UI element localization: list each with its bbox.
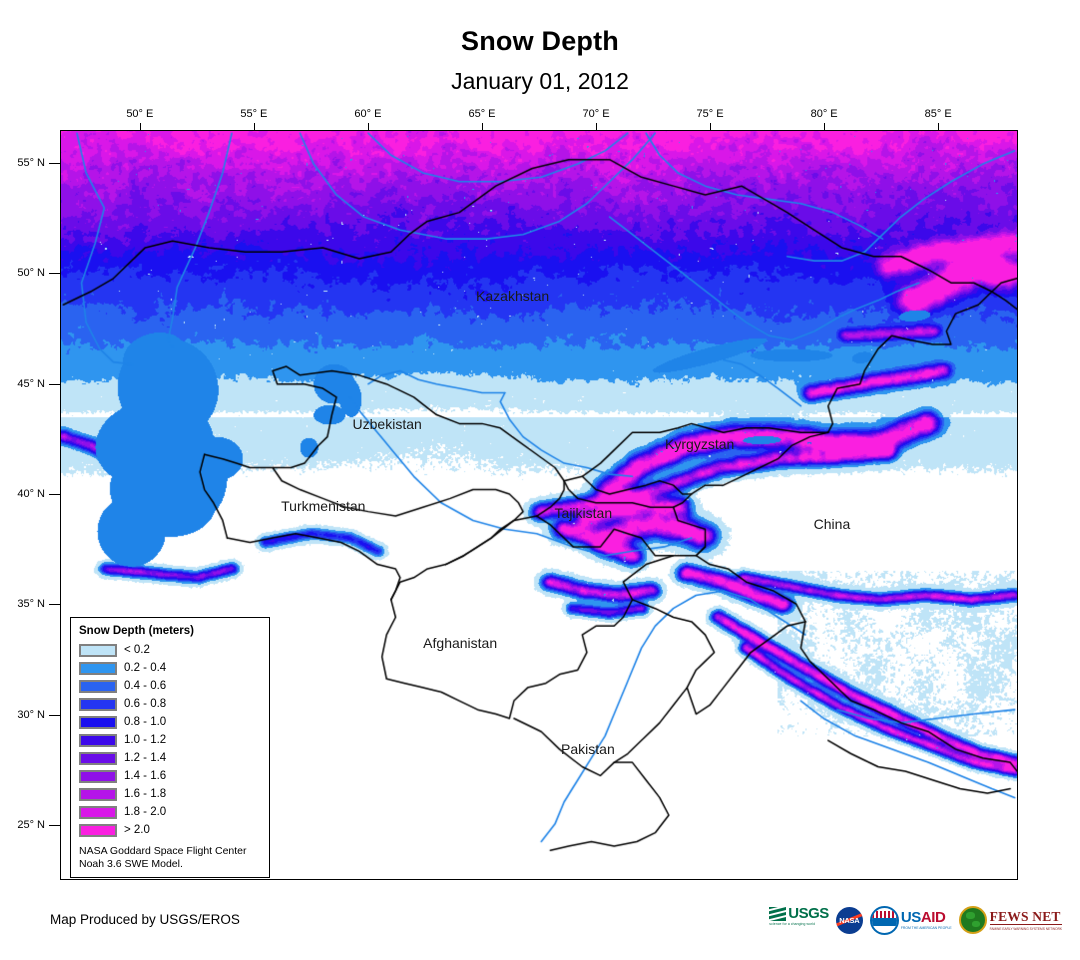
usaid-seal-icon (869, 905, 899, 935)
lat-tick-label: 50° N (17, 267, 45, 280)
legend-row: 0.2 - 0.4 (79, 659, 261, 677)
lon-tick-mark (139, 123, 141, 131)
lon-tick-label: 50° E (126, 108, 154, 120)
legend-row: 0.4 - 0.6 (79, 677, 261, 695)
legend-label: < 0.2 (124, 644, 150, 656)
globe-icon (958, 906, 987, 934)
lon-tick-mark (596, 123, 598, 131)
lon-tick-label: 80° E (810, 108, 838, 120)
usgs-logo-tagline: science for a changing world (769, 922, 816, 926)
legend-label: 0.8 - 1.0 (124, 716, 167, 728)
legend-credit-line-2: Noah 3.6 SWE Model. (79, 858, 183, 871)
legend-label: 0.2 - 0.4 (124, 662, 167, 674)
legend-row: 1.6 - 1.8 (79, 785, 261, 803)
legend-swatch (79, 805, 117, 819)
usgs-logo-main: USGS (769, 906, 829, 921)
lat-tick-label: 45° N (17, 377, 45, 390)
lon-tick-mark (367, 123, 369, 131)
footer-credit: Map Produced by USGS/EROS (50, 912, 240, 927)
fews-net-logo: FEWS NET FAMINE EARLY WARNING SYSTEMS NE… (958, 906, 1062, 934)
map-plot-area[interactable]: Kazakhstan Uzbekistan Turkmenistan Tajikist… (60, 130, 1018, 880)
lat-tick-mark (49, 493, 60, 495)
lat-tick-label: 40° N (17, 487, 45, 500)
usaid-logo-text-aid: AID (920, 909, 946, 926)
legend-credit: NASA Goddard Space Flight Center Noah 3.… (79, 845, 261, 871)
legend-row: 1.2 - 1.4 (79, 749, 261, 767)
map-date-subtitle: January 01, 2012 (451, 68, 629, 94)
legend-label: 1.4 - 1.6 (124, 770, 167, 782)
fews-net-logo-text: FEWS NET (989, 908, 1062, 925)
nasa-logo-wrap: NASA (835, 906, 863, 934)
lon-tick-label: 75° E (696, 108, 724, 120)
lat-tick-mark (49, 824, 60, 826)
usgs-wave-icon (769, 906, 787, 921)
lat-tick-mark (49, 604, 60, 606)
legend-label: 1.2 - 1.4 (124, 752, 167, 764)
lat-tick-mark (49, 163, 60, 165)
lat-tick-label: 35° N (17, 598, 45, 611)
legend-row: > 2.0 (79, 821, 261, 839)
lon-tick-mark (824, 123, 826, 131)
lon-tick-label: 65° E (468, 108, 496, 120)
legend-row: 0.6 - 0.8 (79, 695, 261, 713)
nasa-logo-text: NASA (839, 915, 860, 925)
legend-row: 1.0 - 1.2 (79, 731, 261, 749)
legend-label: 1.8 - 2.0 (124, 806, 167, 818)
usaid-logo: USAID FROM THE AMERICAN PEOPLE (869, 905, 952, 935)
usgs-logo: USGS science for a changing world (769, 906, 829, 934)
lat-tick-mark (49, 383, 60, 385)
legend-class-list: < 0.2 0.2 - 0.4 0.4 - 0.6 0.6 - 0.8 0.8 - 1.… (79, 641, 261, 839)
legend-swatch (79, 751, 117, 765)
legend-row: 1.4 - 1.6 (79, 767, 261, 785)
lat-tick-mark (49, 714, 60, 716)
lon-tick-mark (938, 123, 940, 131)
legend-swatch (79, 643, 117, 657)
legend-swatch (79, 697, 117, 711)
usaid-logo-text-group: USAID FROM THE AMERICAN PEOPLE (901, 910, 952, 930)
legend-row: < 0.2 (79, 641, 261, 659)
lat-tick-label: 30° N (17, 708, 45, 721)
legend-row: 0.8 - 1.0 (79, 713, 261, 731)
legend-swatch (79, 769, 117, 783)
fews-net-logo-tagline: FAMINE EARLY WARNING SYSTEMS NETWORK (989, 926, 1062, 931)
legend-label: 0.6 - 0.8 (124, 698, 167, 710)
nasa-logo: NASA (835, 906, 863, 934)
usaid-logo-text-us: US (900, 909, 921, 926)
legend-label: > 2.0 (124, 824, 150, 836)
usaid-logo-tagline: FROM THE AMERICAN PEOPLE (900, 926, 952, 930)
page-title: Snow Depth (461, 26, 619, 56)
legend-swatch (79, 661, 117, 675)
lon-tick-mark (253, 123, 255, 131)
legend-swatch (79, 733, 117, 747)
legend-label: 1.0 - 1.2 (124, 734, 167, 746)
usaid-logo-text: USAID (901, 910, 952, 925)
lat-tick-label: 25° N (17, 818, 45, 831)
legend-panel: Snow Depth (meters) < 0.2 0.2 - 0.4 0.4 - … (70, 617, 270, 879)
lat-tick-mark (49, 273, 60, 275)
legend-credit-line-1: NASA Goddard Space Flight Center (79, 845, 247, 857)
legend-title: Snow Depth (meters) (79, 625, 195, 637)
legend-swatch (79, 823, 117, 837)
usgs-logo-text: USGS (788, 905, 829, 922)
lon-tick-label: 85° E (924, 108, 952, 120)
legend-row: 1.8 - 2.0 (79, 803, 261, 821)
legend-swatch (79, 787, 117, 801)
legend-swatch (79, 679, 117, 693)
legend-label: 1.6 - 1.8 (124, 788, 167, 800)
legend-label: 0.4 - 0.6 (124, 680, 167, 692)
lon-tick-label: 60° E (354, 108, 382, 120)
lon-tick-mark (481, 123, 483, 131)
lon-tick-label: 55° E (240, 108, 268, 120)
fews-net-text-group: FEWS NET FAMINE EARLY WARNING SYSTEMS NE… (989, 908, 1062, 931)
legend-swatch (79, 715, 117, 729)
lon-tick-label: 70° E (582, 108, 610, 120)
lat-tick-label: 55° N (17, 157, 45, 170)
lon-tick-mark (710, 123, 712, 131)
agency-logo-bar: USGS science for a changing world NASA U… (769, 905, 1062, 935)
